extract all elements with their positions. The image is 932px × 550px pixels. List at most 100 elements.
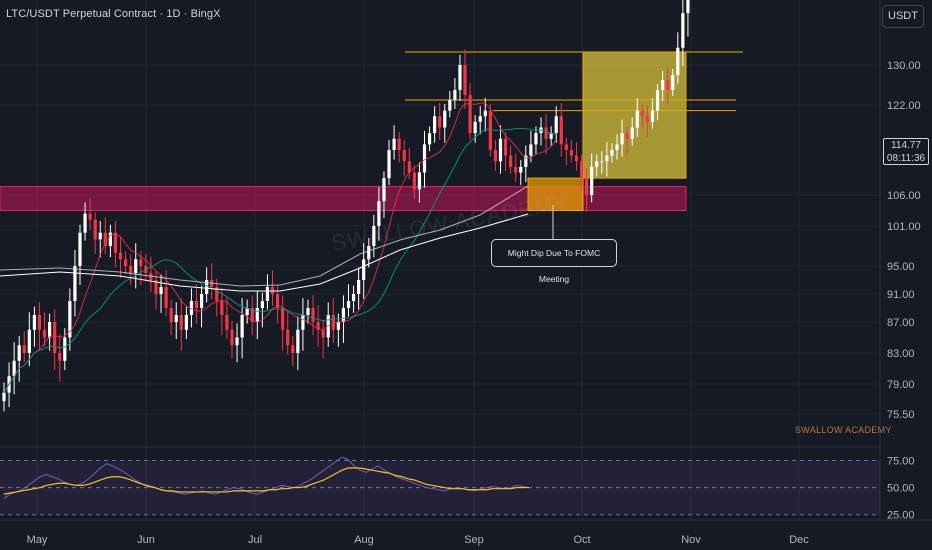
candle-body — [655, 90, 660, 111]
candle-body — [154, 280, 158, 294]
price-tick-label: 106.00 — [887, 190, 921, 202]
candle-body — [422, 144, 427, 173]
time-tick-label: Oct — [573, 534, 590, 546]
candle-body — [316, 322, 320, 330]
ma-slow-line — [3, 127, 557, 393]
candle-body — [630, 127, 634, 139]
candle-body — [524, 155, 528, 167]
candle-body — [68, 301, 72, 338]
candle-body — [53, 322, 57, 353]
candle-body — [113, 232, 118, 253]
candle-body — [509, 155, 513, 167]
candle-body — [473, 121, 477, 134]
candle-body — [103, 232, 107, 246]
candle-body — [220, 301, 224, 315]
candle-body — [301, 315, 305, 330]
candle-body — [199, 294, 204, 308]
price-tick-label: 75.50 — [887, 409, 915, 421]
currency-selector[interactable]: USDT — [882, 5, 924, 28]
candle-body — [412, 172, 416, 190]
candle-body — [286, 329, 290, 346]
candle-body — [549, 133, 553, 139]
candle-body — [346, 301, 351, 308]
candle-body — [37, 315, 42, 330]
candle-body — [27, 329, 31, 353]
candle-body — [605, 155, 609, 162]
candle-body — [194, 301, 199, 308]
candle-body — [240, 315, 244, 338]
candle-body — [686, 0, 690, 14]
price-tick-label: 130.00 — [887, 60, 921, 72]
candle-body — [427, 133, 432, 145]
candle-body — [554, 116, 558, 134]
candle-body — [321, 329, 325, 338]
candle-body — [245, 308, 249, 315]
candle-body — [235, 337, 239, 346]
ma-long-line-b — [0, 213, 529, 292]
candle-body — [78, 232, 82, 266]
candle-body — [281, 308, 285, 330]
candle-body — [615, 144, 619, 150]
candle-body — [650, 110, 655, 122]
candle-body — [341, 308, 346, 322]
time-tick-label: Nov — [681, 534, 701, 546]
candle-body — [600, 161, 604, 163]
time-tick-label: Jul — [248, 534, 262, 546]
candle-body — [58, 353, 62, 361]
countdown-timer: 08:11:36 — [886, 153, 926, 164]
ma-long-line-a — [0, 185, 529, 287]
candle-body — [275, 294, 280, 308]
candle-body — [118, 252, 123, 260]
candle-body — [534, 133, 538, 145]
time-tick-label: May — [27, 534, 48, 546]
candle-body — [260, 301, 264, 308]
candle-body — [265, 287, 270, 301]
price-tick-label: 87.00 — [887, 317, 915, 329]
annotation-callout: Might Dip Due To FOMC Meeting — [491, 239, 617, 284]
candle-body — [98, 232, 102, 240]
rsi-tick-label: 75.00 — [887, 455, 915, 467]
price-tick-label: 79.00 — [887, 379, 915, 391]
candle-body — [579, 161, 584, 179]
rsi-tick-label: 50.00 — [887, 483, 915, 495]
candle-body — [88, 213, 92, 220]
candle-body — [625, 133, 629, 139]
time-tick-label: Sep — [464, 534, 484, 546]
candle-body — [129, 266, 133, 273]
candle-body — [564, 144, 568, 150]
candle-body — [336, 322, 340, 330]
time-tick-label: Dec — [789, 534, 809, 546]
candle-body — [83, 213, 87, 233]
candle-body — [433, 116, 437, 134]
candle-body — [372, 226, 376, 246]
candle-body — [498, 138, 503, 162]
candle-body — [453, 90, 457, 100]
current-price-tag: 114.77 08:11:36 — [883, 138, 929, 165]
candle-body — [205, 280, 209, 294]
candle-body — [635, 110, 639, 128]
candle-body — [407, 161, 411, 173]
candle-body — [306, 308, 310, 315]
candle-body — [483, 110, 487, 117]
candle-body — [676, 47, 680, 75]
ma-fast-line — [3, 102, 557, 393]
candle-body — [291, 345, 295, 353]
candle-body — [32, 315, 36, 330]
candle-body — [47, 322, 52, 338]
candle-body — [2, 392, 6, 402]
candle-body — [392, 138, 396, 150]
candle-body — [174, 315, 178, 322]
candle-body — [443, 110, 447, 128]
candle-body — [73, 266, 77, 301]
watermark-logo-text: SWALLOW ACADEMY — [795, 425, 892, 435]
candle-body — [331, 315, 335, 330]
candle-body — [362, 259, 366, 280]
candle-body — [574, 155, 579, 162]
candle-body — [569, 150, 574, 156]
candle-body — [448, 100, 452, 111]
candle-body — [488, 110, 492, 150]
candle-body — [463, 65, 467, 95]
candle-body — [595, 161, 599, 167]
current-price-value: 114.77 — [891, 140, 921, 151]
